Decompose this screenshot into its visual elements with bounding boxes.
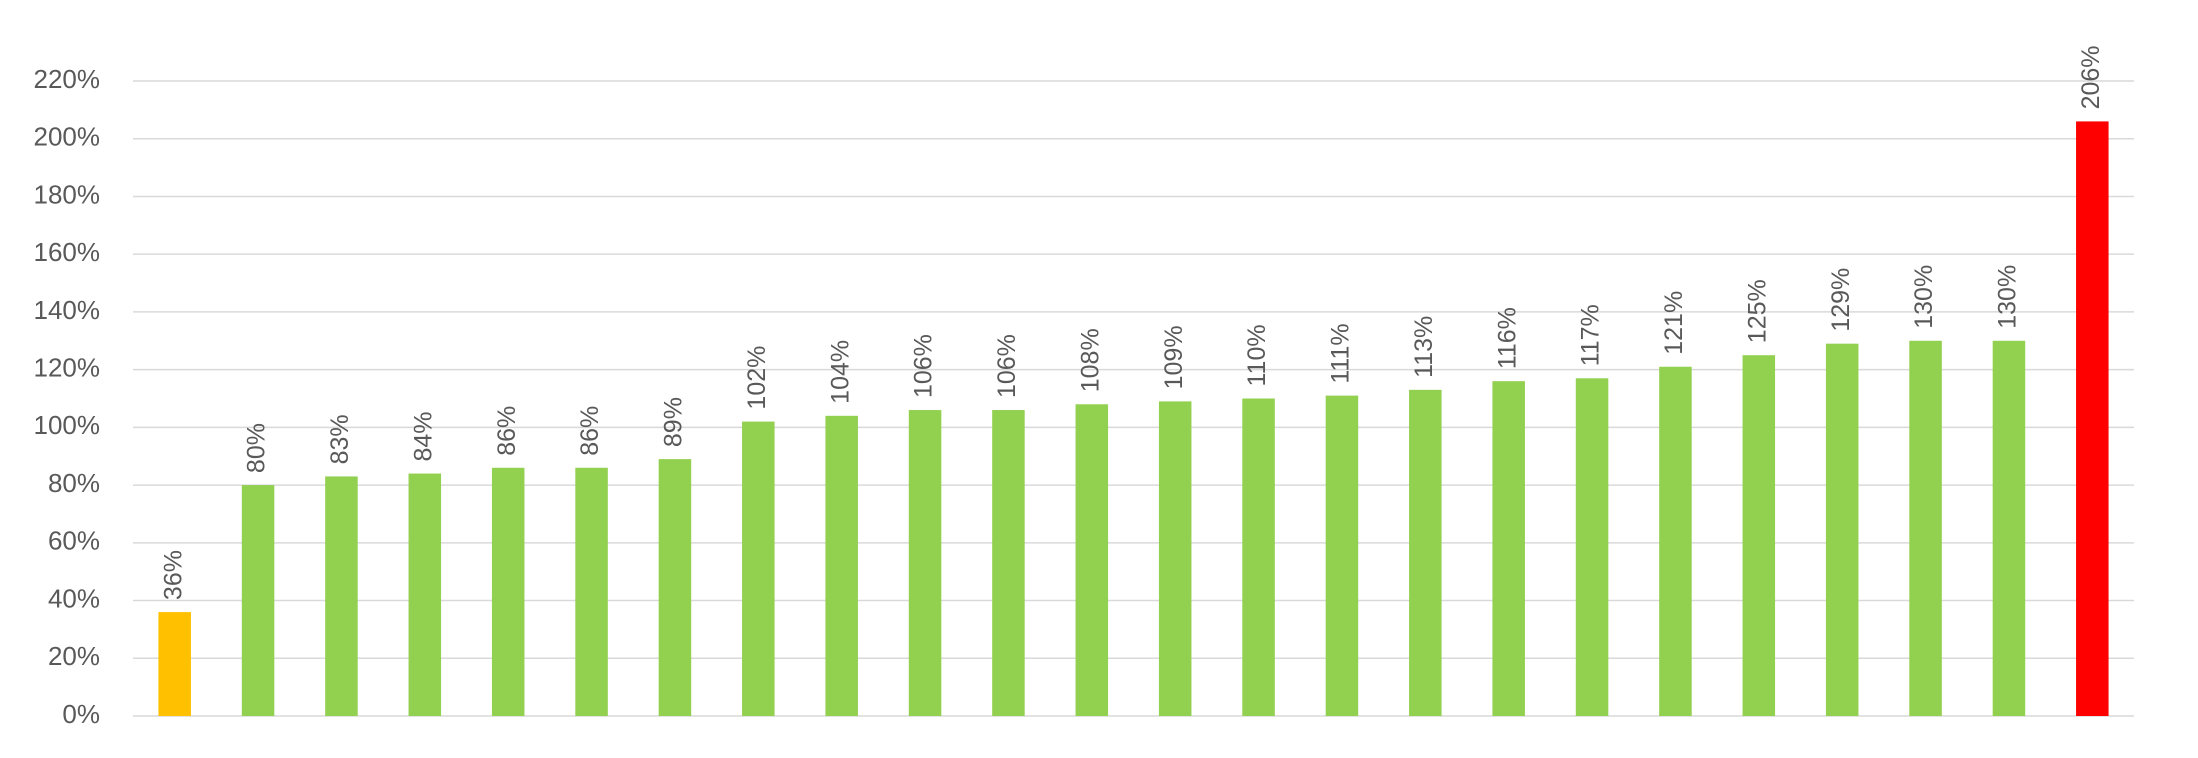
y-tick-label: 180% <box>34 179 101 209</box>
value-label: 106% <box>993 334 1021 398</box>
value-label: 84% <box>409 411 437 461</box>
value-label: 89% <box>660 397 688 447</box>
bar <box>1992 340 2026 716</box>
y-tick-label: 0% <box>62 699 100 729</box>
bar <box>1825 343 1859 716</box>
bar <box>2076 121 2109 717</box>
y-tick-label: 160% <box>34 237 101 267</box>
value-label: 109% <box>1160 325 1188 389</box>
bar <box>1242 398 1275 716</box>
value-label: 106% <box>910 334 938 398</box>
y-tick-label: 100% <box>34 410 101 440</box>
bar <box>1659 366 1692 716</box>
bar <box>658 459 692 716</box>
bar <box>1742 355 1776 716</box>
y-tick-label: 200% <box>34 122 101 152</box>
bar <box>1158 401 1192 716</box>
y-tick-label: 140% <box>34 295 101 325</box>
y-tick-label: 220% <box>34 64 101 94</box>
value-label: 110% <box>1243 324 1271 386</box>
bar <box>408 473 442 716</box>
value-label: 104% <box>826 340 854 404</box>
bar <box>325 476 358 716</box>
bar <box>491 467 525 716</box>
value-label: 108% <box>1076 328 1104 392</box>
bar <box>742 421 775 716</box>
bar <box>241 485 275 716</box>
value-label: 116% <box>1493 307 1521 369</box>
value-label: 86% <box>576 406 604 456</box>
bar <box>992 410 1025 716</box>
value-label: 130% <box>1910 265 1938 329</box>
bar <box>1492 381 1525 716</box>
value-label: 111% <box>1327 323 1355 383</box>
y-tick-label: 80% <box>48 468 100 498</box>
value-label: 206% <box>2077 45 2105 109</box>
bar <box>1575 378 1609 716</box>
value-label: 125% <box>1743 279 1771 343</box>
value-label: 86% <box>493 406 521 456</box>
bar <box>1075 404 1109 716</box>
bar <box>575 467 608 716</box>
y-tick-label: 20% <box>48 641 100 671</box>
value-label: 113% <box>1410 316 1438 378</box>
y-tick-label: 120% <box>34 353 101 383</box>
bar <box>908 410 942 716</box>
y-tick-label: 60% <box>48 526 100 556</box>
bar <box>825 415 858 716</box>
value-label: 80% <box>243 423 271 473</box>
value-label: 117% <box>1577 304 1605 366</box>
y-tick-label: 40% <box>48 583 100 613</box>
bar <box>1409 389 1442 716</box>
bar <box>158 612 191 716</box>
value-label: 102% <box>743 346 771 410</box>
value-label: 130% <box>1994 265 2022 329</box>
value-label: 36% <box>159 550 187 600</box>
bar <box>1909 340 1942 716</box>
bar <box>1325 395 1359 716</box>
value-label: 83% <box>326 414 354 464</box>
value-label: 121% <box>1660 291 1688 355</box>
value-label: 129% <box>1827 268 1855 332</box>
